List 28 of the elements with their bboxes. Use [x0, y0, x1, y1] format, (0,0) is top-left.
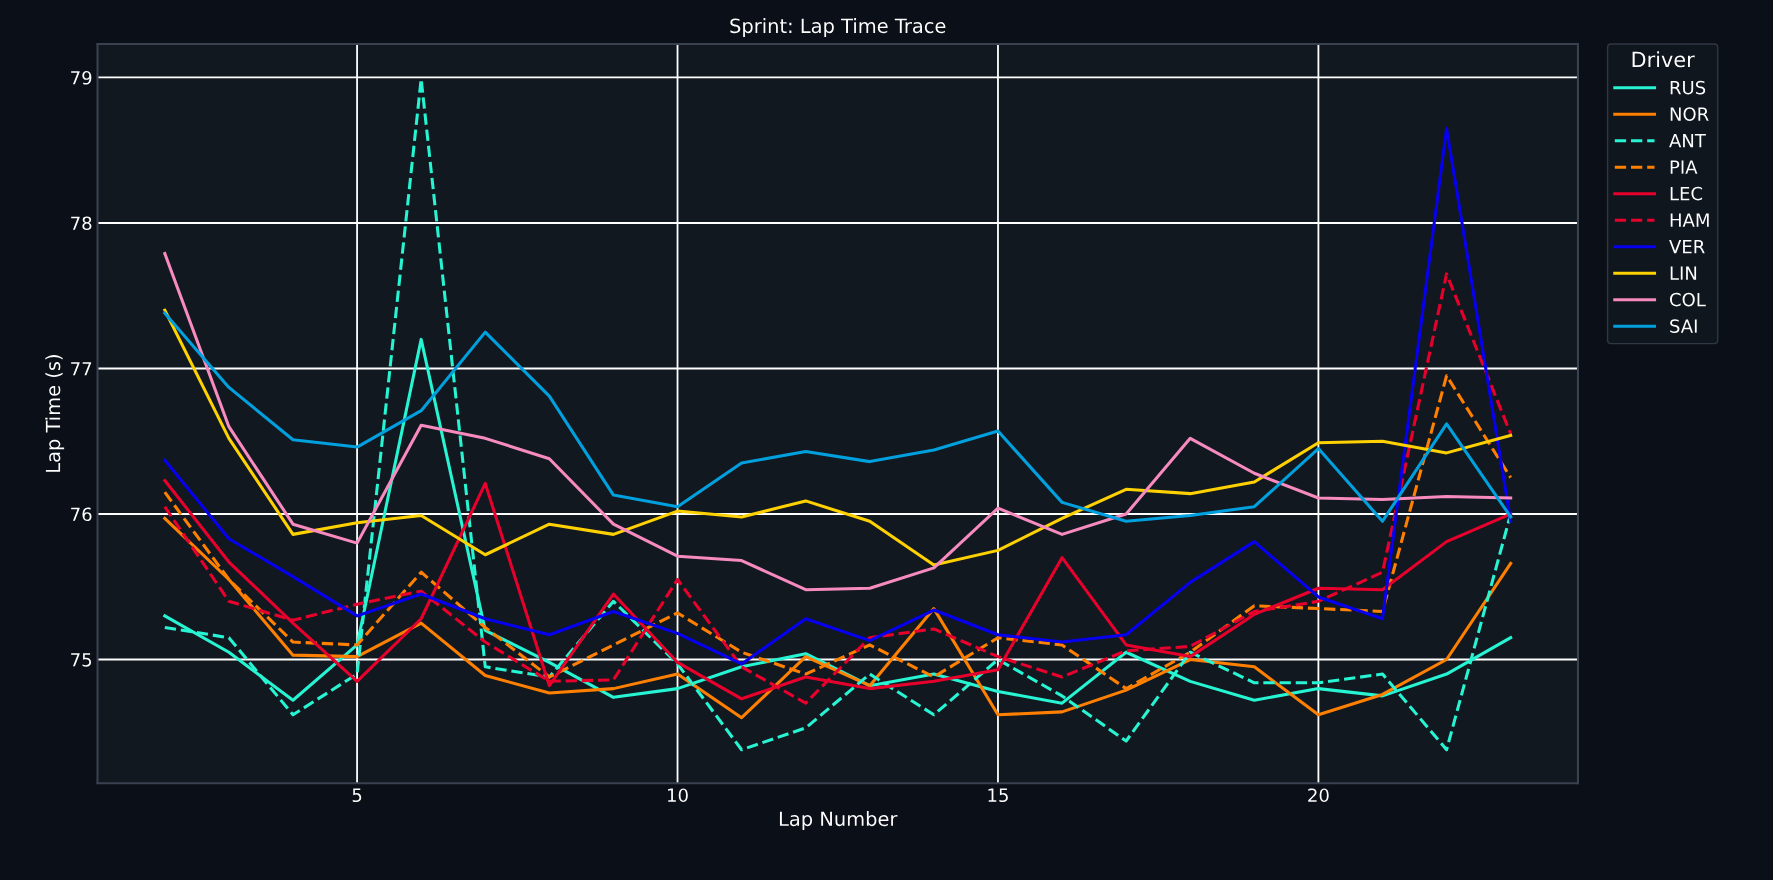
line-series	[163, 311, 1513, 523]
x-tick-label: 20	[1308, 788, 1329, 803]
legend-label: ANT	[1669, 133, 1706, 148]
x-tick-label: 15	[988, 788, 1008, 803]
legend-label: HAM	[1670, 213, 1709, 227]
chart-title: Sprint: Lap Time Trace	[730, 18, 946, 37]
legend-label: PIA	[1670, 160, 1698, 174]
legend-label: SAI	[1670, 319, 1697, 333]
legend-label: LEC	[1670, 186, 1703, 201]
x-tick-label: 5	[352, 788, 362, 803]
line-series	[163, 252, 1513, 592]
legend-label: COL	[1669, 292, 1706, 307]
y-tick-label: 77	[71, 362, 92, 376]
legend-title: Driver	[1632, 51, 1695, 68]
x-axis-title: Lap Number	[779, 811, 898, 830]
y-tick-label: 75	[71, 653, 92, 667]
legend-label: VER	[1669, 239, 1705, 254]
y-axis-title: Lap Time (s)	[45, 355, 65, 472]
y-tick-label: 76	[71, 507, 92, 522]
legend-label: RUS	[1670, 80, 1706, 95]
legend-label: LIN	[1670, 266, 1697, 280]
y-tick-label: 79	[71, 70, 92, 85]
line-series	[163, 308, 1513, 567]
y-tick-label: 78	[71, 216, 92, 231]
legend-label: NOR	[1670, 107, 1709, 121]
x-tick-label: 10	[668, 788, 688, 803]
line-series	[163, 126, 1513, 666]
line-series	[163, 272, 1513, 705]
